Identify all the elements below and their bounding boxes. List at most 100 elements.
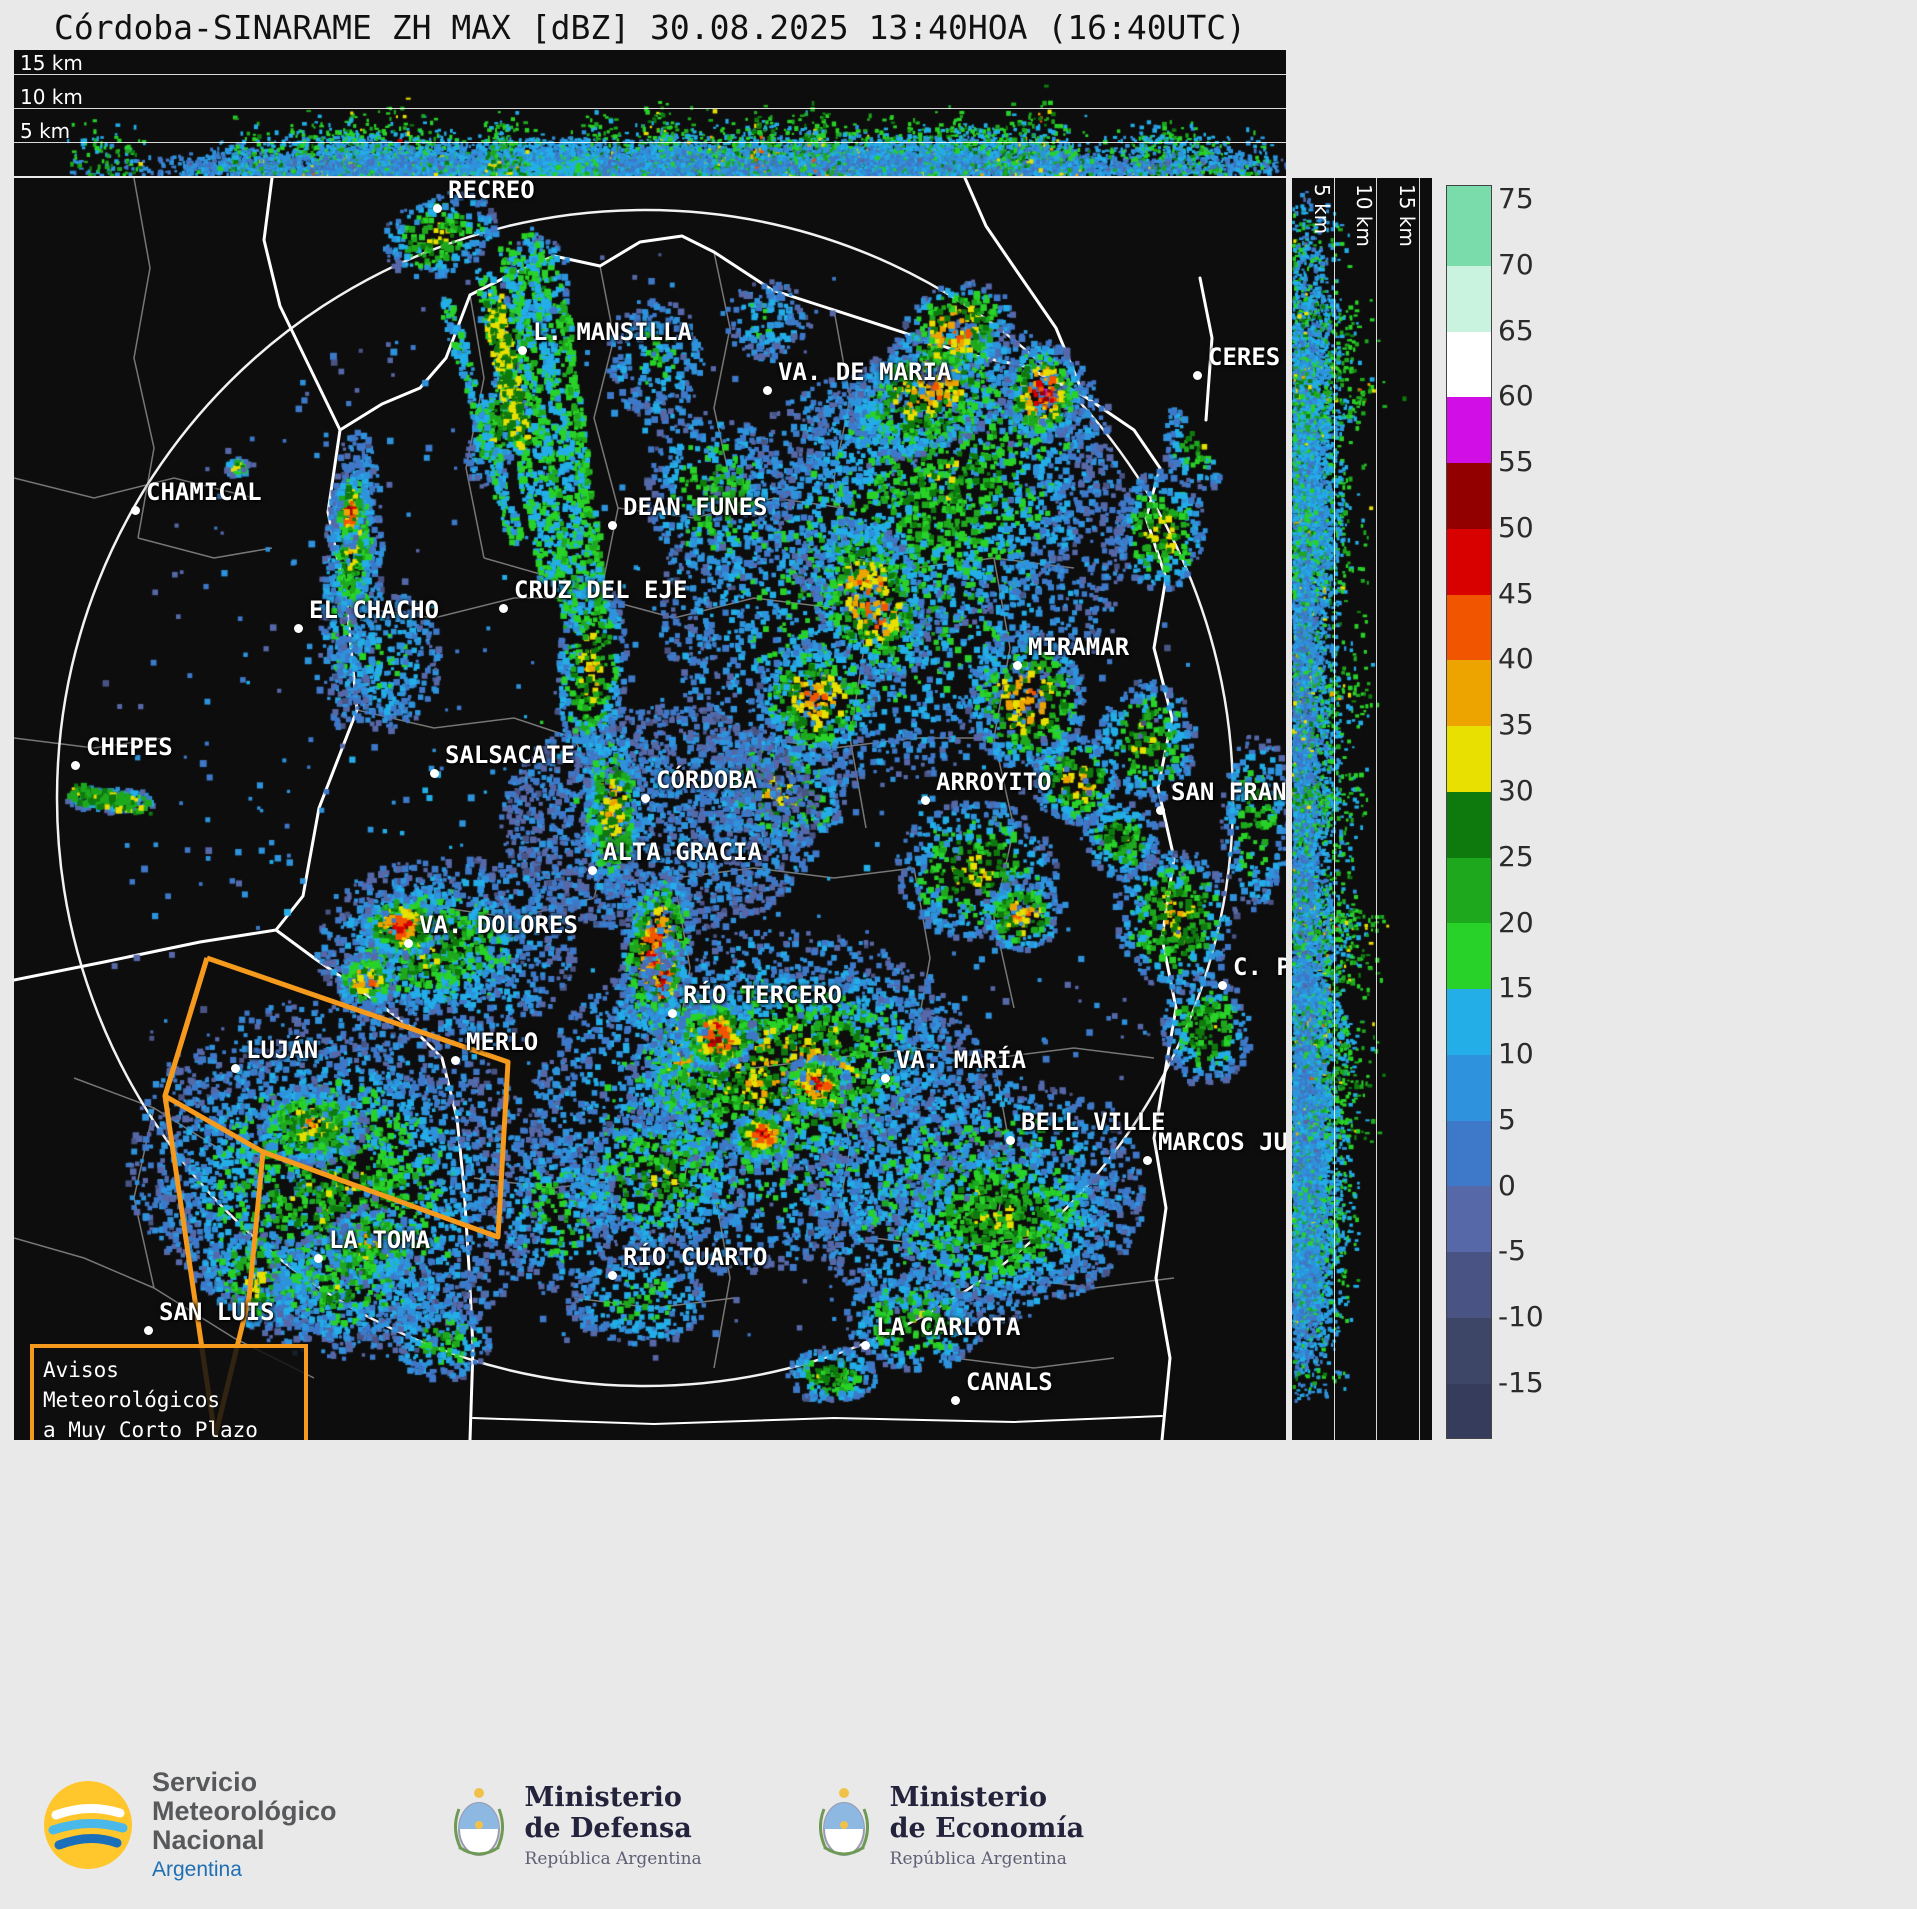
city-label: SALSACATE	[445, 741, 576, 769]
colorbar-band	[1447, 200, 1491, 266]
colorbar-tick-label: 75	[1498, 182, 1534, 215]
main-radar-panel: RECREO L. MANSILLA VA. DE MARIA CERES CHAMIC…	[14, 178, 1286, 1440]
city-layer: RECREO L. MANSILLA VA. DE MARIA CERES CHAMIC…	[14, 178, 1286, 1440]
colorbar-band	[1447, 923, 1491, 990]
colorbar-tick-label: 0	[1498, 1168, 1516, 1202]
city-dot	[668, 1009, 677, 1018]
city-label: ALTA GRACIA	[603, 838, 762, 866]
city-dot	[451, 1056, 460, 1065]
colorbar-tick-label: -5	[1498, 1234, 1526, 1268]
gridline-15km	[14, 74, 1286, 75]
city-label: RECREO	[448, 178, 535, 204]
colorbar-band	[1447, 989, 1491, 1055]
city-dot	[881, 1074, 890, 1083]
city-dot	[294, 624, 303, 633]
city-label: L. MANSILLA	[533, 318, 692, 346]
city-dot	[1143, 1156, 1152, 1165]
city-label: CÓRDOBA	[656, 766, 758, 794]
city-dot	[430, 769, 439, 778]
city-label: VA. MARÍA	[896, 1046, 1027, 1074]
city-dot	[1006, 1136, 1015, 1145]
colorbar-tick-label: 30	[1498, 774, 1534, 807]
colorbar-tick-label: 55	[1498, 445, 1534, 479]
colorbar-band	[1447, 463, 1491, 529]
warning-notice-line2: a Muy Corto Plazo	[43, 1418, 258, 1440]
colorbar-tick-label: 25	[1498, 839, 1534, 873]
colorbar-band	[1447, 397, 1491, 464]
city-label: ARROYITO	[936, 768, 1052, 796]
defensa-line1: Ministerio	[524, 1781, 682, 1813]
city-label: MERLO	[466, 1028, 539, 1056]
right-cross-section-canvas	[1292, 178, 1432, 1440]
city-dot	[314, 1254, 323, 1263]
colorbar-tick-label: 70	[1498, 247, 1534, 281]
smn-country: Argentina	[152, 1858, 242, 1881]
height-label-15km: 15 km	[20, 51, 83, 75]
colorbar-band	[1447, 660, 1491, 727]
smn-name-line2: Meteorológico	[152, 1796, 337, 1826]
city-label: DEAN FUNES	[623, 493, 768, 521]
city-dot	[1218, 981, 1227, 990]
right-cross-section-panel: 5 km 10 km 15 km	[1292, 178, 1432, 1440]
city-label: VA. DE MARIA	[778, 358, 952, 386]
warning-notice: Avisos Meteorológicos a Muy Corto Plazo	[30, 1344, 308, 1440]
colorbar	[1446, 185, 1492, 1439]
smn-sun-icon	[44, 1781, 132, 1869]
colorbar-tick-label: 15	[1498, 971, 1534, 1005]
city-label: RÍO CUARTO	[623, 1243, 768, 1271]
height-label-10km: 10 km	[20, 85, 83, 109]
gridline-10km	[14, 108, 1286, 109]
city-label: EL CHACHO	[309, 596, 440, 624]
city-dot	[231, 1064, 240, 1073]
height-label-15km-v: 15 km	[1395, 184, 1419, 247]
economia-sub: República Argentina	[889, 1848, 1067, 1869]
radar-echo-canvas	[14, 178, 1286, 1440]
defensa-sub: República Argentina	[524, 1848, 702, 1869]
coat-of-arms-icon	[453, 1788, 504, 1856]
city-label: MIRAMAR	[1028, 633, 1130, 661]
city-label: CERES	[1208, 343, 1281, 371]
city-label: LA CARLOTA	[876, 1313, 1021, 1341]
smn-logo: Servicio Meteorológico Nacional Argentin…	[40, 1768, 337, 1882]
coat-of-arms-icon	[818, 1788, 869, 1856]
city-label: LA TOMA	[329, 1226, 431, 1254]
colorbar-tick-labels: 75 70 65 60 55 50 45 40 35 30 25 20 15 10 5 0 -5 -10 -15	[1498, 182, 1578, 1437]
city-dot	[404, 939, 413, 948]
city-label: CHAMICAL	[146, 478, 262, 506]
colorbar-band	[1447, 528, 1491, 595]
top-cross-section-panel: 15 km 10 km 5 km	[14, 50, 1286, 176]
colorbar-tick-label: 45	[1498, 576, 1534, 610]
colorbar-tick-label: 50	[1498, 510, 1534, 544]
defensa-logo: Ministerio de Defensa República Argentin…	[447, 1782, 702, 1869]
city-dot	[144, 1326, 153, 1335]
colorbar-band	[1447, 1252, 1491, 1319]
defensa-line2: de Defensa	[524, 1812, 692, 1844]
city-dot	[861, 1341, 870, 1350]
city-dot	[608, 521, 617, 530]
city-label: LUJÁN	[246, 1036, 319, 1064]
colorbar-band	[1447, 1054, 1491, 1121]
colorbar-tick-label: -10	[1498, 1300, 1544, 1334]
city-label: MARCOS JU	[1158, 1128, 1286, 1156]
city-dot	[499, 604, 508, 613]
colorbar-tick-label: 5	[1498, 1102, 1516, 1136]
gridline-15km-v	[1419, 178, 1420, 1440]
warning-polygon	[162, 957, 218, 1438]
colorbar-tick-label: 35	[1498, 708, 1534, 742]
city-dot	[71, 761, 80, 770]
colorbar-tick-label: -15	[1498, 1366, 1544, 1399]
height-label-5km-v: 5 km	[1310, 184, 1334, 235]
colorbar-cap-bottom	[1447, 1383, 1491, 1438]
city-label: SAN FRAN	[1171, 778, 1286, 806]
warning-notice-line1: Avisos Meteorológicos	[43, 1358, 221, 1412]
city-dot	[921, 796, 930, 805]
colorbar-tick-label: 60	[1498, 379, 1534, 413]
colorbar-band	[1447, 857, 1491, 924]
city-label: CHEPES	[86, 733, 173, 761]
city-label: CRUZ DEL EJE	[514, 576, 688, 604]
colorbar-band	[1447, 726, 1491, 792]
colorbar-band	[1447, 331, 1491, 398]
top-cross-section-canvas	[14, 50, 1286, 176]
page-title: Córdoba-SINARAME ZH MAX [dBZ] 30.08.2025…	[53, 8, 1247, 47]
